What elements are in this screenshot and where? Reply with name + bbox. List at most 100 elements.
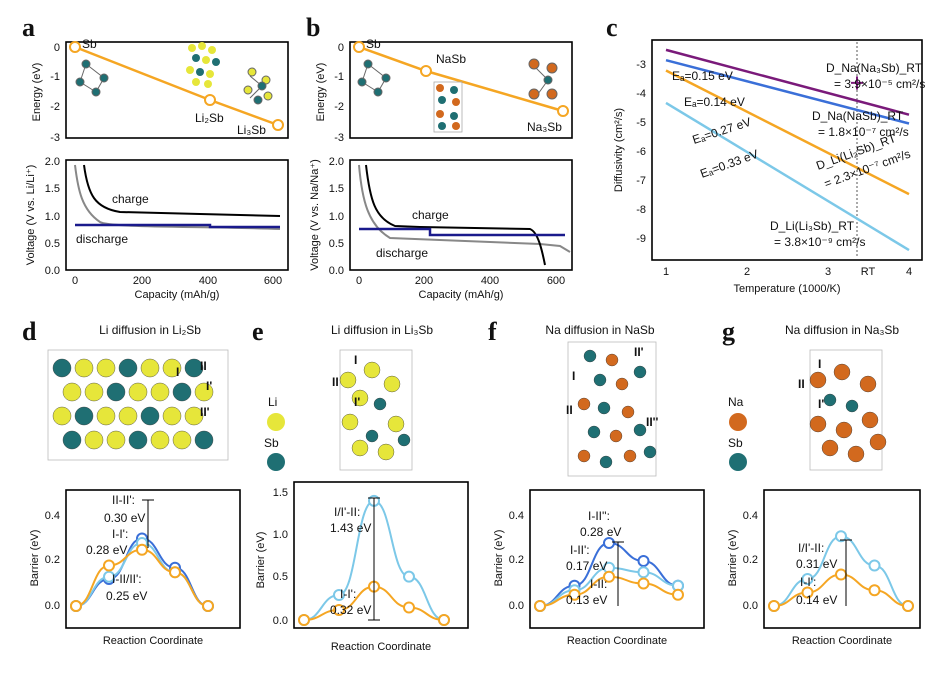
charge-label: charge: [412, 208, 449, 222]
atom: [128, 430, 148, 450]
atom: [597, 401, 611, 415]
xtick: 600: [264, 275, 282, 287]
site-label: I': [354, 395, 360, 409]
atom: [833, 363, 851, 381]
barrier-point: [902, 600, 914, 612]
point-label: Na₃Sb: [527, 120, 562, 134]
site-label: II': [634, 345, 644, 359]
panel-a-energy: Energy (eV) 0 -1 -2 -3 Sb Li₂Sb Li₃Sb: [31, 37, 289, 144]
energy-point: [69, 41, 81, 53]
ytick: -3: [334, 132, 344, 144]
charge-label: charge: [112, 192, 149, 206]
site-label: II'': [646, 415, 659, 429]
annotation: I-I':: [112, 527, 128, 541]
ea-label: Eₐ=0.15 eV: [672, 69, 733, 83]
xtick: 400: [481, 275, 499, 287]
atom: [859, 375, 877, 393]
panel-d-label: d: [22, 317, 37, 346]
xtick: 4: [906, 266, 912, 278]
barrier-point: [603, 537, 615, 549]
xlabel: Reaction Coordinate: [103, 635, 203, 647]
na3sb-crystal-image: I II I': [798, 349, 887, 471]
ytick: -2: [334, 101, 344, 113]
ytick: 0.4: [743, 510, 758, 522]
ytick: 0.4: [45, 510, 60, 522]
ytick: -5: [636, 117, 646, 129]
atom: [623, 449, 637, 463]
barrier-point: [70, 600, 82, 612]
atom: [150, 382, 170, 402]
barrier-point: [403, 601, 415, 614]
atom: [84, 430, 104, 450]
ytick: 1.5: [329, 183, 344, 195]
atom: [84, 382, 104, 402]
atom: [365, 429, 379, 443]
discharge-label: discharge: [376, 246, 428, 260]
ytick: -4: [636, 88, 646, 100]
barrier-point: [534, 600, 546, 612]
na-atom-icon: [729, 413, 747, 431]
li3sb-crystal-image: I II I': [332, 349, 413, 471]
xtick: 1: [663, 266, 669, 278]
panel-d-barrier: Barrier (eV) 0.4 0.2 0.0 Reaction Coordi…: [29, 489, 241, 647]
atom: [577, 397, 591, 411]
atom: [341, 413, 359, 431]
barrier-curves: [534, 537, 684, 612]
barrier-point: [103, 570, 115, 583]
xlabel: Capacity (mAh/g): [419, 289, 504, 301]
ytick: -7: [636, 175, 646, 187]
barrier-point: [438, 614, 450, 626]
barrier-point: [868, 584, 881, 597]
legend-li-label: Li: [268, 395, 277, 409]
discharge-curve: [75, 223, 280, 229]
xtick: 0: [72, 275, 78, 287]
ytick: 0.0: [329, 265, 344, 277]
ytick: 0.0: [509, 600, 524, 612]
annotation: I-II'':: [588, 509, 610, 523]
barrier-point: [835, 568, 847, 581]
xtick: RT: [861, 266, 876, 278]
panel-e-title: Li diffusion in Li₃Sb: [331, 323, 433, 337]
d-value: = 3.9×10⁻⁵ cm²/s: [834, 77, 925, 91]
xtick: 600: [547, 275, 565, 287]
ea-label: Eₐ=0.27 eV: [691, 115, 753, 147]
atom: [351, 439, 369, 457]
legend-sb-label: Sb: [728, 436, 743, 450]
atom: [62, 430, 82, 450]
energy-point: [420, 65, 432, 77]
site-label: I': [818, 397, 824, 411]
annotation: 0.25 eV: [106, 589, 147, 603]
barrier-point: [333, 604, 345, 616]
ytick: -6: [636, 146, 646, 158]
energy-point: [204, 94, 216, 106]
atom: [162, 358, 182, 378]
charge-curve: [365, 164, 546, 266]
panel-a-voltage: Voltage (V vs. Li/Li⁺) 2.0 1.5 1.0 0.5 0…: [25, 156, 289, 301]
barrier-point: [103, 559, 115, 572]
annotation: 0.28 eV: [86, 543, 127, 557]
panel-b-energy-ylabel: Energy (eV): [315, 63, 327, 122]
atom: [52, 406, 72, 426]
barrier-point: [672, 588, 684, 601]
panel-f-title: Na diffusion in NaSb: [545, 323, 655, 337]
atom: [609, 429, 623, 443]
atom: [377, 443, 395, 461]
xlabel: Reaction Coordinate: [567, 635, 667, 647]
ylabel: Barrier (eV): [29, 530, 41, 587]
diffusivity-line: [665, 48, 910, 116]
annotation: I/I'-II:: [798, 541, 824, 555]
annotation: I/I'-II:: [334, 505, 360, 519]
atom: [172, 382, 192, 402]
atom: [577, 449, 591, 463]
atom: [599, 455, 613, 469]
panel-c-diffusivity: Diffusivity (cm²/s) -3 -4 -5 -6 -7 -8 -9…: [613, 39, 925, 295]
discharge-label: discharge: [76, 232, 128, 246]
atom: [106, 382, 126, 402]
atom: [373, 397, 387, 411]
annotation: 0.28 eV: [580, 525, 621, 539]
sb-structure-icon: [75, 59, 109, 97]
annotation: II-II':: [112, 493, 135, 507]
atom: [847, 445, 865, 463]
li3sb-structure-icon: [243, 67, 273, 105]
